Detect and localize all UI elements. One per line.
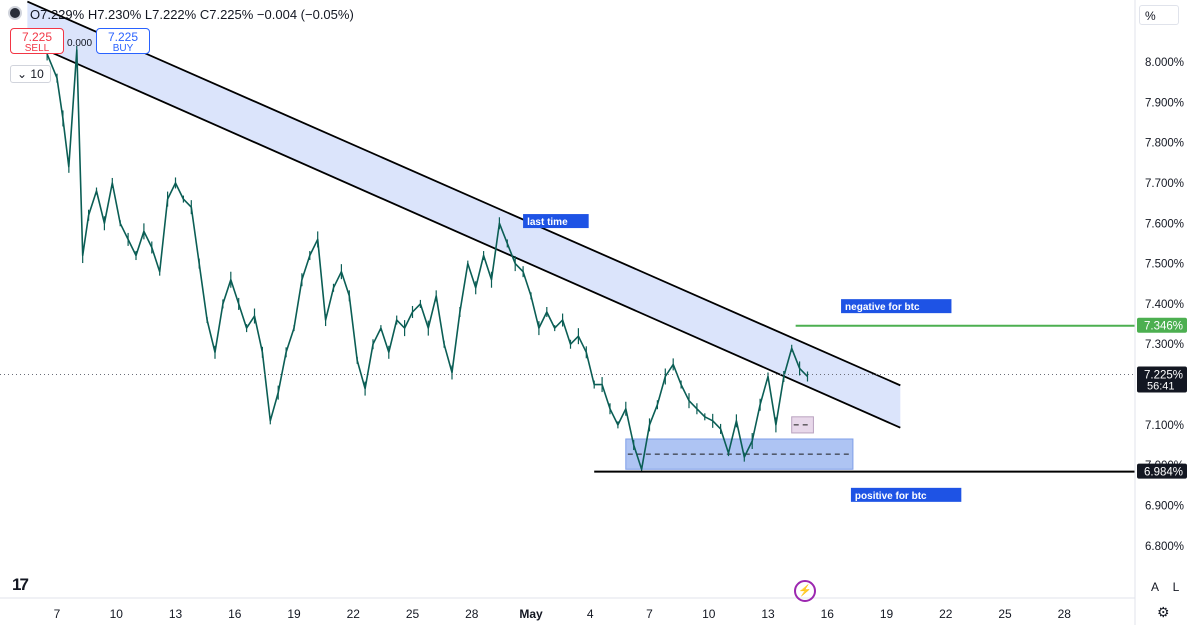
x-tick-label: 22 (347, 607, 361, 621)
price-tag-bg (1137, 317, 1187, 333)
annotation-label-bg (841, 299, 952, 314)
y-tick-label: 7.100% (1145, 420, 1184, 432)
price-tag-countdown: 56:41 (1147, 380, 1175, 392)
x-tick-label: 22 (939, 607, 953, 621)
y-axis[interactable]: 8.000% 7.900% 7.800% 7.700% 7.600% 7.500% 7.40… (1134, 0, 1187, 625)
buy-label: BUY (112, 43, 134, 54)
tradingview-logo[interactable]: 17 (12, 575, 29, 594)
lightning-icon[interactable]: ⚡ (794, 580, 816, 602)
y-tick-label: 7.900% (1145, 97, 1184, 109)
ohlc-readout: O7.229% H7.230% L7.222% C7.225% −0.004 (… (8, 6, 354, 22)
sell-button[interactable]: 7.225 SELL (10, 28, 64, 54)
price-tag-bg (1137, 463, 1187, 479)
annotations: last time negative for btc positive for bt… (0, 214, 1135, 502)
channel-lower-line (27, 41, 901, 429)
y-tick-label: 7.400% (1145, 299, 1184, 311)
y-tick-label: 6.900% (1145, 501, 1184, 513)
buy-price: 7.225 (107, 30, 139, 44)
channel-fill (27, 1, 901, 428)
price-tag: 7.225% (1144, 369, 1183, 381)
percent-scale-button[interactable]: % (1139, 5, 1179, 25)
x-tick-label: 28 (1058, 607, 1072, 621)
sell-price: 7.225 (21, 30, 53, 44)
annotation-label: positive for btc (855, 491, 927, 502)
x-tick-label: 25 (998, 607, 1012, 621)
quantity-value: 10 (30, 67, 44, 81)
annotation-label-bg (523, 214, 589, 229)
y-tick-label: 7.800% (1145, 138, 1184, 150)
zones (625, 416, 854, 470)
price-tag-bg (1137, 366, 1187, 393)
annotation-label: last time (527, 217, 568, 228)
x-tick-label: 28 (465, 607, 479, 621)
auto-scale-button[interactable]: A (1150, 580, 1159, 594)
x-tick-label: 10 (702, 607, 716, 621)
quantity-selector[interactable]: ⌄ 10 (10, 65, 51, 83)
y-tick-label: 7.300% (1145, 339, 1184, 351)
price-tag: 7.346% (1144, 321, 1183, 333)
symbol-status-icon (8, 6, 22, 20)
chevron-down-icon: ⌄ (17, 67, 28, 81)
x-tick-label: 13 (169, 607, 183, 621)
small-zone (791, 416, 814, 434)
annotation-label-bg (850, 487, 962, 502)
sell-label: SELL (24, 43, 50, 54)
y-tick-label: 6.800% (1145, 541, 1184, 553)
x-tick-label: 19 (287, 607, 301, 621)
price-line (38, 37, 809, 470)
y-tick-label: 8.000% (1145, 57, 1184, 69)
channel (27, 0, 901, 429)
annotation-label: negative for btc (845, 302, 920, 313)
buy-button[interactable]: 7.225 BUY (96, 28, 150, 54)
x-tick-label: 19 (880, 607, 894, 621)
channel-upper-line (27, 0, 901, 387)
y-tick-label: 7.700% (1145, 178, 1184, 190)
y-tick-label: 7.600% (1145, 218, 1184, 230)
spread-value: 0.000 (67, 38, 93, 49)
x-tick-label: 4 (587, 607, 594, 621)
x-tick-label: May (519, 607, 543, 621)
ohlc-text: O7.229% H7.230% L7.222% C7.225% −0.004 (… (30, 7, 354, 22)
price-tag: 6.984% (1144, 467, 1183, 479)
gear-icon[interactable]: ⚙ (1157, 604, 1170, 620)
x-axis[interactable]: 7 10 13 16 19 22 25 28 May 4 7 10 13 16 19 22 25 28 (0, 597, 1135, 621)
x-tick-label: 10 (110, 607, 124, 621)
x-tick-label: 16 (228, 607, 242, 621)
price-series (38, 34, 809, 473)
x-tick-label: 7 (646, 607, 653, 621)
x-tick-label: 13 (761, 607, 775, 621)
x-tick-label: 7 (54, 607, 61, 621)
y-tick-label: 7.500% (1145, 259, 1184, 271)
x-tick-label: 25 (406, 607, 420, 621)
x-tick-label: 16 (821, 607, 835, 621)
log-scale-button[interactable]: L (1172, 580, 1180, 594)
